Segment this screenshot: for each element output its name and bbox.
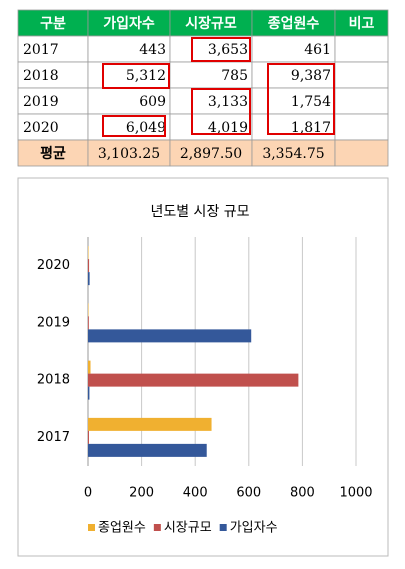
legend-swatch <box>88 524 95 531</box>
bar <box>88 259 89 272</box>
bar <box>88 431 89 444</box>
bar <box>88 316 89 329</box>
table-cell <box>335 114 388 140</box>
table-text: 9,387 <box>291 68 331 84</box>
table-text: 2020 <box>23 120 59 136</box>
table-text: 609 <box>139 94 166 110</box>
bar <box>88 272 90 285</box>
y-tick-label: 2018 <box>37 373 70 388</box>
y-tick-label: 2019 <box>37 315 70 330</box>
legend-swatch <box>220 524 227 531</box>
table-text: 2017 <box>23 42 59 58</box>
chart-title: 년도별 시장 규모 <box>150 204 249 220</box>
bar <box>88 374 298 387</box>
table-text: 6,049 <box>126 120 166 136</box>
legend-label: 가입자수 <box>230 521 278 536</box>
table-cell <box>335 36 388 62</box>
table-header: 비고 <box>349 16 375 32</box>
legend-swatch <box>154 524 161 531</box>
x-tick-label: 1000 <box>339 486 372 501</box>
table-text: 461 <box>304 42 331 58</box>
x-tick-label: 400 <box>183 486 208 501</box>
table-text: 평균 <box>40 145 66 162</box>
table-text: 785 <box>221 68 248 84</box>
table-header: 가입자수 <box>103 16 155 32</box>
table-header: 구분 <box>40 16 66 32</box>
bar <box>88 387 89 400</box>
table-text: 3,103.25 <box>98 146 160 162</box>
table-text: 2018 <box>23 68 59 84</box>
table-text: 3,653 <box>208 42 248 58</box>
bar <box>88 329 251 342</box>
table-text: 2019 <box>23 94 59 110</box>
table-text: 1,754 <box>291 94 331 110</box>
legend-label: 시장규모 <box>164 521 212 536</box>
bar <box>88 444 207 457</box>
table-header: 종업원수 <box>268 16 320 32</box>
bar <box>88 361 91 374</box>
x-tick-label: 600 <box>236 486 261 501</box>
y-tick-label: 2020 <box>37 258 70 273</box>
y-tick-label: 2017 <box>37 430 70 445</box>
table-text: 3,354.75 <box>262 146 324 162</box>
table-cell <box>335 62 388 88</box>
x-tick-label: 200 <box>129 486 154 501</box>
table-cell <box>335 140 388 166</box>
table-header: 시장규모 <box>185 15 237 32</box>
table-text: 443 <box>139 42 166 58</box>
x-tick-label: 800 <box>290 486 315 501</box>
table-text: 3,133 <box>208 94 248 110</box>
legend-label: 종업원수 <box>98 521 146 536</box>
bar <box>88 418 212 431</box>
table-text: 5,312 <box>126 68 166 84</box>
table-text: 2,897.50 <box>180 146 242 162</box>
x-tick-label: 0 <box>84 486 92 501</box>
table-cell <box>335 88 388 114</box>
